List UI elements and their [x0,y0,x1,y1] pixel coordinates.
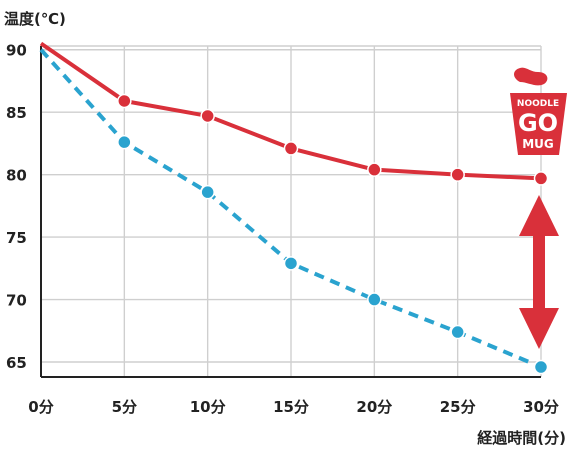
series-2-point [533,359,549,375]
arrow-head-down [519,308,559,349]
series-1-point [117,93,132,109]
logo-text-noodle: NOODLE [517,99,559,109]
series-2-point [450,324,465,340]
series-1-point [367,162,382,177]
x-tick-label: 30分 [523,398,559,416]
x-tick-label: 20分 [356,398,392,416]
noodle-go-mug-logo: NOODLE GO MUG [510,67,567,155]
series-2-point [200,184,215,200]
series [39,41,549,375]
logo-cup-shape [510,93,567,155]
series-1-point [283,141,299,156]
series-1-point [533,171,549,186]
series-2-point [367,292,382,307]
difference-arrow [519,195,559,349]
y-tick-label: 65 [6,354,27,372]
y-tick-label: 75 [6,229,27,247]
logo-text-mug: MUG [522,137,554,151]
tick-labels: 65 70 75 80 85 90 0分 5分 10分 15分 20分 25分 30分 [6,42,559,416]
x-tick-label: 25分 [440,398,476,416]
arrow-shaft [533,220,545,322]
y-tick-label: 90 [6,42,27,60]
x-tick-label: 5分 [112,398,137,416]
x-axis-title: 経過時間(分) [477,429,566,447]
y-axis-title: 温度(℃) [4,10,66,28]
arrow-head-up [519,195,559,236]
logo-steam-shape [514,67,548,86]
x-tick-label: 0分 [28,398,53,416]
series-2-point [283,256,299,271]
axes [40,46,541,378]
x-tick-label: 15分 [273,398,309,416]
y-tick-label: 80 [6,167,27,185]
series-1-point [450,167,465,182]
series-2-point [117,134,132,150]
x-tick-label: 10分 [190,398,226,416]
series-1-point [200,108,215,124]
y-tick-label: 70 [6,292,27,310]
y-tick-label: 85 [6,104,27,122]
logo-text-go: GO [518,109,558,137]
